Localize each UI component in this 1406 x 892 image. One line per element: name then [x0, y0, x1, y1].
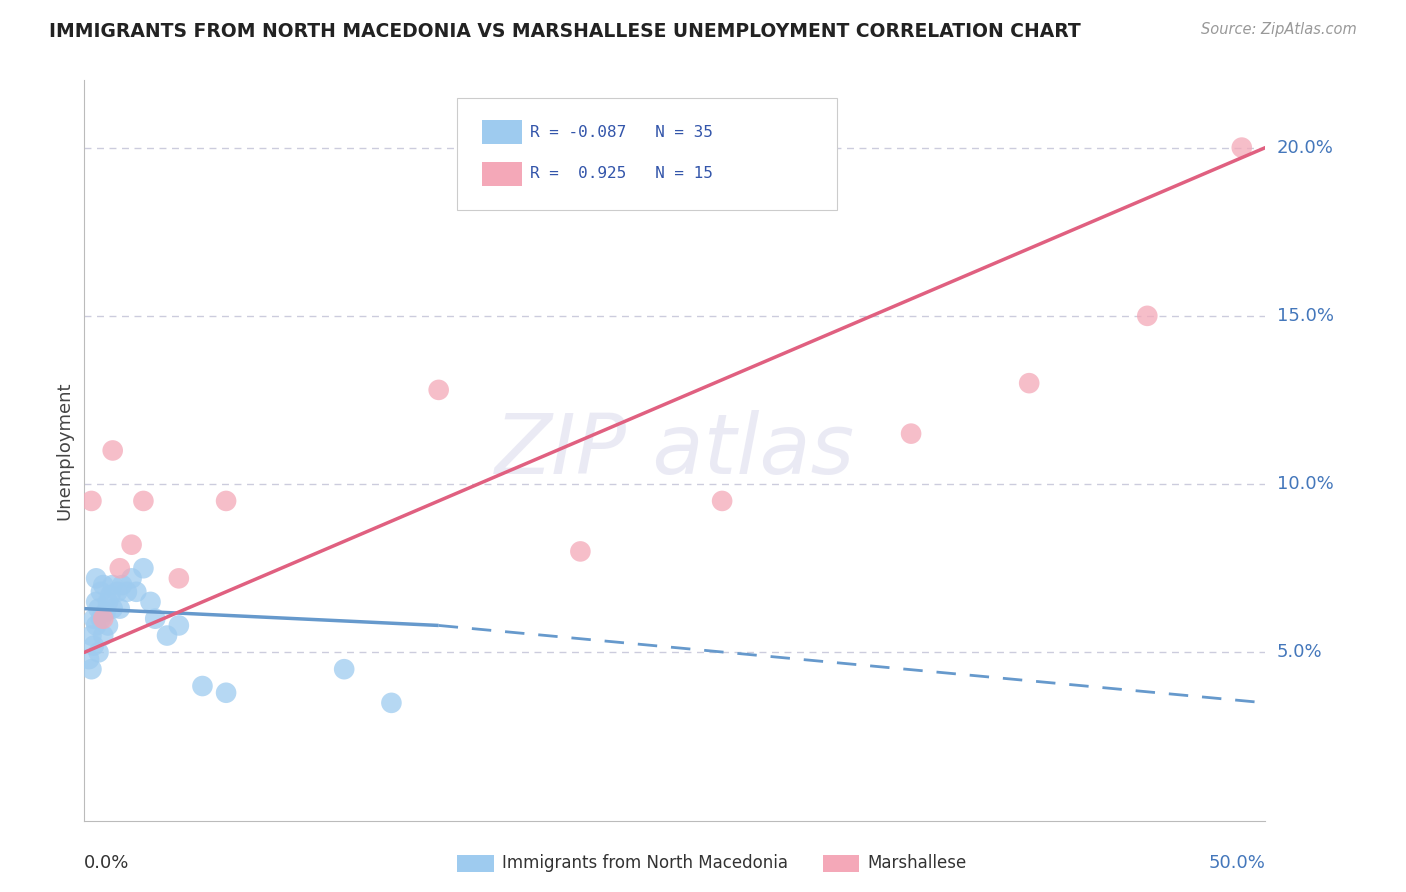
Point	[83, 639, 105, 653]
Point	[80, 628, 103, 642]
Point	[107, 584, 129, 599]
Text: 10.0%: 10.0%	[1277, 475, 1333, 493]
Point	[90, 612, 112, 626]
Point	[121, 538, 143, 552]
Point	[569, 544, 592, 558]
Point	[87, 645, 110, 659]
Point	[84, 571, 107, 585]
Point	[90, 584, 112, 599]
Point	[98, 588, 121, 602]
Point	[80, 662, 103, 676]
Point	[87, 601, 110, 615]
Point	[94, 605, 117, 619]
Point	[139, 595, 162, 609]
Point	[97, 618, 120, 632]
Point	[1230, 140, 1253, 154]
Point	[191, 679, 214, 693]
Point	[427, 383, 450, 397]
Text: 20.0%: 20.0%	[1277, 138, 1333, 157]
Point	[333, 662, 356, 676]
Text: R =  0.925   N = 15: R = 0.925 N = 15	[530, 167, 713, 181]
Point	[125, 584, 148, 599]
Y-axis label: Unemployment: Unemployment	[55, 381, 73, 520]
Point	[91, 628, 114, 642]
Point	[84, 595, 107, 609]
Point	[101, 443, 124, 458]
Point	[167, 618, 190, 632]
Point	[77, 652, 100, 666]
Point	[215, 686, 238, 700]
Point	[84, 618, 107, 632]
Point	[115, 584, 138, 599]
Text: 0.0%: 0.0%	[84, 854, 129, 872]
Point	[167, 571, 190, 585]
Text: 15.0%: 15.0%	[1277, 307, 1333, 325]
Point	[215, 494, 238, 508]
Point	[380, 696, 402, 710]
Point	[132, 561, 155, 575]
Text: 50.0%: 50.0%	[1209, 854, 1265, 872]
Text: Marshallese: Marshallese	[868, 854, 967, 871]
Point	[108, 601, 131, 615]
Point	[97, 595, 120, 609]
Point	[143, 612, 166, 626]
Point	[80, 494, 103, 508]
Text: Immigrants from North Macedonia: Immigrants from North Macedonia	[502, 854, 787, 871]
Point	[91, 612, 114, 626]
Point	[91, 578, 114, 592]
Text: 5.0%: 5.0%	[1277, 643, 1322, 661]
Text: IMMIGRANTS FROM NORTH MACEDONIA VS MARSHALLESE UNEMPLOYMENT CORRELATION CHART: IMMIGRANTS FROM NORTH MACEDONIA VS MARSH…	[49, 22, 1081, 41]
Text: R = -0.087   N = 35: R = -0.087 N = 35	[530, 125, 713, 139]
Point	[108, 561, 131, 575]
Point	[156, 628, 179, 642]
Point	[121, 571, 143, 585]
Text: Source: ZipAtlas.com: Source: ZipAtlas.com	[1201, 22, 1357, 37]
Point	[132, 494, 155, 508]
Point	[711, 494, 734, 508]
Point	[111, 578, 134, 592]
Point	[83, 612, 105, 626]
Point	[1136, 309, 1159, 323]
Point	[900, 426, 922, 441]
Point	[1018, 376, 1040, 391]
Point	[101, 578, 124, 592]
Text: ZIP atlas: ZIP atlas	[495, 410, 855, 491]
Point	[101, 601, 124, 615]
